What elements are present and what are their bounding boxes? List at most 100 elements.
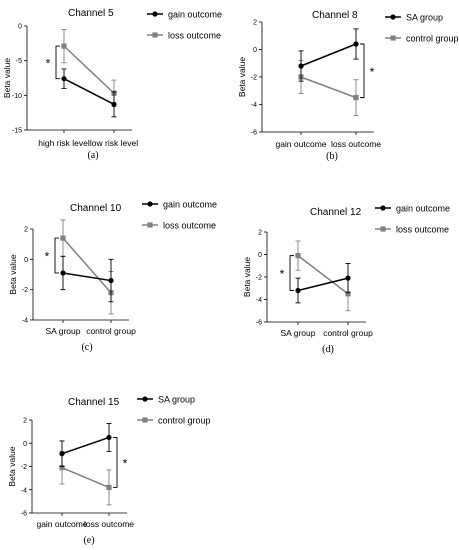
significance-bracket [113, 436, 118, 488]
legend-label: gain outcome [163, 200, 217, 210]
legend-item: SA group [385, 13, 443, 23]
y-axis-label: Beta value [237, 57, 247, 97]
series-2 [59, 450, 112, 506]
legend-marker [390, 14, 396, 20]
panel-letter: (d) [322, 344, 334, 355]
legend-item: gain outcome [375, 204, 450, 214]
y-tick-label: 2 [23, 418, 27, 425]
chart-panel-1: Channel 5 -15 -10 -5 0 high risk level low ris… [2, 8, 222, 161]
legend-marker [380, 226, 386, 232]
data-point [60, 235, 66, 241]
x-tick-label: gain outcome [275, 139, 326, 149]
y-axis-label: Beta value [8, 254, 18, 294]
significance-marker: * [46, 56, 51, 70]
y-tick-label: -10 [12, 93, 22, 100]
data-point [106, 484, 112, 491]
y-tick-label: -2 [22, 287, 28, 294]
legend-label: SA group [158, 395, 195, 405]
x-tick-label: low risk level [90, 138, 138, 148]
y-tick-label: 0 [24, 257, 28, 264]
y-tick-label: -6 [256, 320, 262, 327]
y-tick-label: -4 [251, 102, 257, 109]
y-tick-label: -4 [21, 487, 27, 494]
x-tick-label: loss outcome [84, 519, 134, 529]
y-tick-label: -5 [16, 58, 22, 65]
y-tick-label: -2 [21, 464, 27, 471]
legend-item: gain outcome [142, 200, 217, 210]
series-line [62, 272, 112, 282]
data-point [108, 277, 114, 284]
y-tick-label: -6 [21, 511, 27, 518]
significance-bracket [54, 237, 59, 274]
x-tick-label: SA group [46, 326, 81, 336]
legend-label: loss outcome [163, 221, 216, 231]
legend-item: loss outcome [147, 31, 221, 41]
data-point [60, 270, 66, 276]
data-point [59, 465, 65, 471]
data-point [59, 451, 65, 457]
significance-marker: * [45, 250, 50, 264]
series-1 [61, 68, 117, 118]
series-1 [59, 423, 112, 467]
legend-label: SA group [406, 13, 443, 23]
data-point [61, 76, 67, 82]
y-tick-label: -2 [256, 275, 262, 282]
y-tick-label: -15 [12, 128, 22, 135]
series-1 [295, 263, 351, 304]
y-tick-label: 0 [253, 47, 257, 54]
chart-title: Channel 15 [68, 397, 120, 408]
series-line [297, 255, 349, 295]
legend-item: SA group [137, 395, 195, 405]
data-point [106, 434, 112, 441]
data-point [61, 43, 67, 49]
legend-label: control group [406, 34, 459, 44]
data-point [353, 95, 359, 101]
panel-letter: (b) [326, 151, 338, 162]
legend-label: loss outcome [396, 225, 449, 235]
data-point [353, 41, 359, 47]
legend-item: loss outcome [142, 221, 216, 231]
series-1 [298, 28, 359, 82]
data-point [345, 275, 351, 281]
legend-item: gain outcome [147, 10, 222, 20]
y-tick-label: 0 [18, 24, 22, 31]
series-2 [61, 29, 117, 107]
data-point [345, 291, 351, 297]
series-2 [295, 240, 351, 312]
x-tick-label: high risk level [38, 138, 90, 148]
legend-marker [380, 205, 386, 211]
significance-marker: * [123, 456, 128, 470]
data-point [111, 101, 117, 107]
legend-marker [152, 32, 158, 38]
legend-marker [147, 201, 153, 207]
panel-letter: (c) [81, 342, 92, 353]
chart-title: Channel 8 [312, 10, 358, 21]
y-axis-label: Beta value [242, 257, 252, 297]
series-line [62, 237, 112, 294]
y-tick-label: -4 [22, 318, 28, 325]
chart-panel-3: Channel 10 -4 -2 0 2 SA group control group Bet… [8, 200, 217, 354]
legend-item: loss outcome [375, 225, 449, 235]
chart-panel-2: Channel 8 -6 -4 -2 0 2 gain outcome loss outcom… [237, 10, 459, 162]
legend-marker [142, 417, 148, 423]
series-line [63, 45, 115, 94]
legend-label: gain outcome [168, 10, 222, 20]
legend-label: control group [158, 416, 211, 426]
series-line [297, 277, 349, 292]
panel-letter: (a) [87, 150, 98, 161]
significance-marker: * [280, 267, 285, 281]
x-tick-label: control group [323, 328, 373, 338]
series-line [300, 76, 357, 99]
legend-marker [152, 11, 158, 17]
y-axis-label: Beta value [7, 446, 17, 486]
data-point [295, 287, 301, 294]
y-tick-label: 2 [258, 230, 262, 237]
legend-item: control group [385, 34, 459, 44]
y-axis-label: Beta value [2, 58, 12, 98]
legend-label: gain outcome [396, 204, 450, 214]
x-tick-label: control group [86, 326, 136, 336]
y-tick-label: 2 [24, 227, 28, 234]
x-tick-label: SA group [281, 328, 316, 338]
chart-title: Channel 5 [68, 8, 114, 19]
legend-marker [147, 222, 153, 228]
